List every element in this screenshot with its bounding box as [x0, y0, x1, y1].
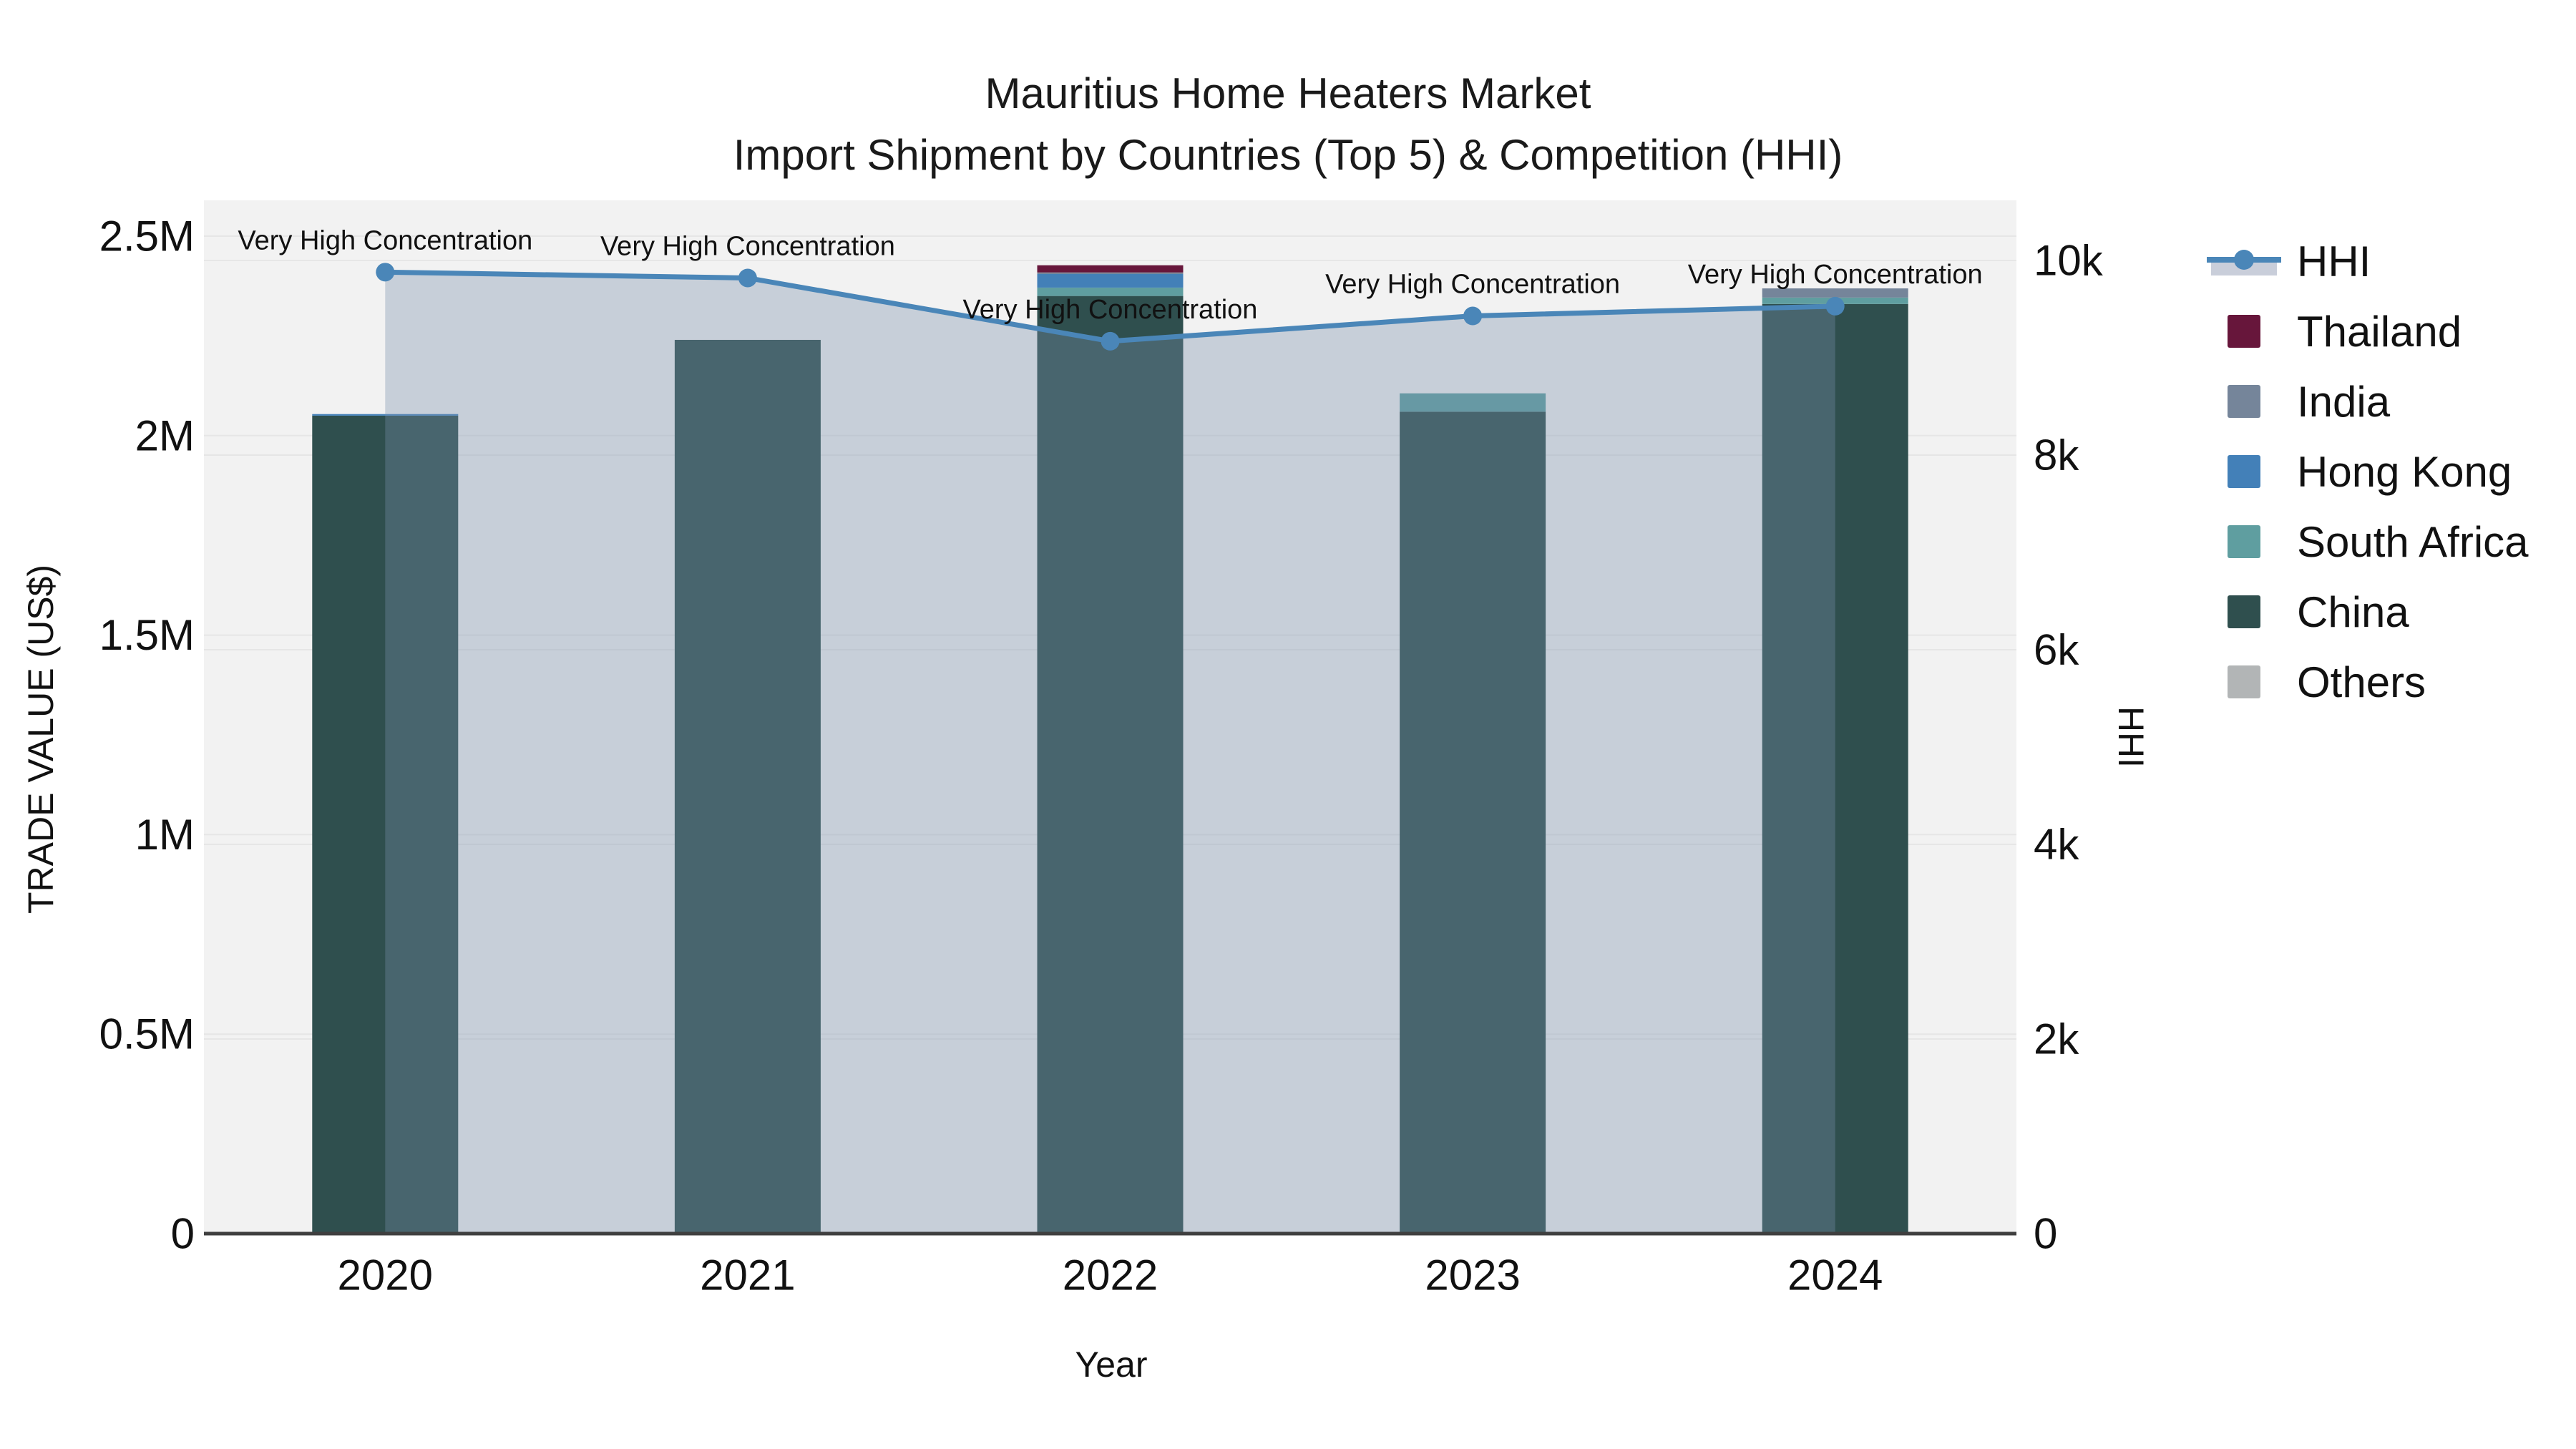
bar-segment-china-2020[interactable] — [312, 415, 459, 1234]
y-left-tick-2M: 2M — [135, 411, 195, 459]
legend-item-hhi[interactable]: HHI — [2204, 226, 2529, 296]
hong-kong-swatch-icon — [2204, 455, 2284, 488]
others-swatch-icon — [2204, 665, 2284, 698]
y-right-axis-title: HHI — [2111, 706, 2151, 769]
hhi-marker-2022[interactable] — [1101, 331, 1120, 351]
legend-label-hhi: HHI — [2297, 237, 2371, 286]
hhi-marker-2021[interactable] — [738, 268, 757, 288]
bar-segment-china-2021[interactable] — [674, 339, 821, 1234]
y-left-tick-0: 0 — [171, 1210, 195, 1258]
legend-label-others: Others — [2297, 658, 2426, 706]
annotation-2021: Very High Concentration — [600, 231, 895, 261]
y-left-axis-title: TRADE VALUE (US$) — [21, 564, 61, 914]
y-left-tick-1M: 1M — [135, 811, 195, 859]
y-right-tick-10k: 10k — [2034, 237, 2104, 285]
china-swatch-icon — [2204, 595, 2284, 628]
y-right-tick-8k: 8k — [2034, 431, 2079, 479]
india-swatch-icon — [2204, 385, 2284, 418]
bar-segment-hong-kong-2022[interactable] — [1037, 273, 1184, 288]
y-right-tick-0: 0 — [2034, 1210, 2057, 1258]
bar-segment-china-2024[interactable] — [1762, 303, 1908, 1234]
bar-segment-india-2024[interactable] — [1762, 288, 1908, 298]
bar-segment-india-2022[interactable] — [1037, 272, 1184, 274]
x-tick-2021: 2021 — [700, 1252, 795, 1299]
legend-item-south-africa[interactable]: South Africa — [2204, 507, 2529, 577]
y-left-tick-1.5M: 1.5M — [99, 611, 195, 659]
legend-item-hong-kong[interactable]: Hong Kong — [2204, 436, 2529, 507]
south-africa-swatch-icon — [2204, 525, 2284, 558]
legend-label-india: India — [2297, 377, 2391, 426]
annotation-2022: Very High Concentration — [963, 295, 1258, 325]
bar-segment-south-africa-2022[interactable] — [1037, 287, 1184, 296]
legend-item-china[interactable]: China — [2204, 577, 2529, 647]
x-tick-2020: 2020 — [338, 1252, 433, 1299]
thailand-swatch-icon — [2204, 315, 2284, 348]
bar-segment-south-africa-2023[interactable] — [1400, 393, 1546, 412]
hhi-marker-2023[interactable] — [1463, 306, 1483, 326]
y-right-tick-6k: 6k — [2034, 626, 2079, 674]
bar-segment-china-2022[interactable] — [1037, 296, 1184, 1234]
annotation-2023: Very High Concentration — [1325, 270, 1620, 300]
x-tick-2024: 2024 — [1787, 1252, 1883, 1299]
x-tick-2022: 2022 — [1063, 1252, 1158, 1299]
legend-item-thailand[interactable]: Thailand — [2204, 296, 2529, 366]
x-tick-2023: 2023 — [1425, 1252, 1520, 1299]
hhi-area — [385, 272, 1835, 1234]
hhi-marker-2024[interactable] — [1825, 296, 1845, 316]
y-left-tick-2.5M: 2.5M — [99, 213, 195, 260]
legend-label-china: China — [2297, 587, 2409, 636]
legend-label-hong-kong: Hong Kong — [2297, 447, 2512, 496]
legend-label-south-africa: South Africa — [2297, 517, 2529, 566]
y-left-tick-0.5M: 0.5M — [99, 1010, 195, 1058]
x-axis-title: Year — [1075, 1345, 1148, 1385]
bar-segment-thailand-2022[interactable] — [1037, 265, 1184, 273]
chart-subtitle: Import Shipment by Countries (Top 5) & C… — [733, 131, 1843, 179]
bar-segment-china-2023[interactable] — [1400, 411, 1546, 1234]
legend: HHI Thailand India Hong Kong South Africa Chi… — [2204, 226, 2529, 717]
bar-segment-hong-kong-2020[interactable] — [312, 414, 459, 416]
legend-item-others[interactable]: Others — [2204, 647, 2529, 717]
y-right-tick-2k: 2k — [2034, 1015, 2079, 1063]
annotation-2024: Very High Concentration — [1688, 260, 1983, 290]
legend-item-india[interactable]: India — [2204, 366, 2529, 436]
chart-title: Mauritius Home Heaters Market — [985, 69, 1591, 117]
y-right-tick-4k: 4k — [2034, 821, 2079, 869]
hhi-marker-2020[interactable] — [376, 263, 395, 282]
title-block: Mauritius Home Heaters Market Import Shi… — [0, 63, 2576, 186]
annotation-2020: Very High Concentration — [238, 225, 532, 255]
hhi-line-icon — [2204, 240, 2284, 283]
legend-label-thailand: Thailand — [2297, 307, 2462, 356]
